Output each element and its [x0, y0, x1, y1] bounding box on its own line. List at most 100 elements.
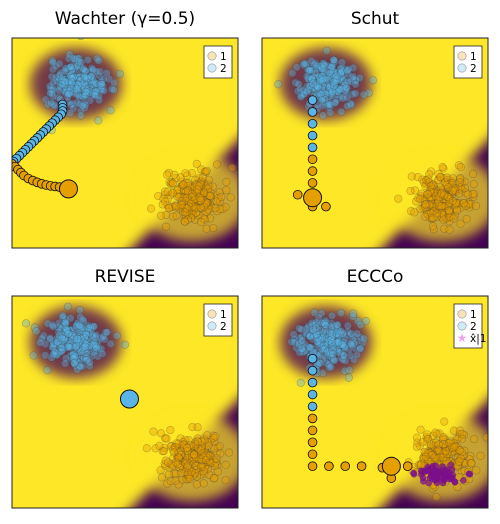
sample-point [450, 446, 459, 455]
sample-point [55, 59, 64, 68]
sample-point [427, 179, 436, 188]
sample-point [194, 190, 203, 199]
sample-point [457, 434, 467, 443]
conditional-sample-point [460, 477, 467, 484]
sample-point [343, 330, 352, 340]
sample-point [444, 183, 453, 192]
sample-point [291, 78, 300, 87]
path-step [324, 461, 334, 471]
sample-point [65, 89, 75, 98]
sample-point [190, 202, 199, 212]
sample-point [186, 441, 195, 450]
sample-point [76, 106, 86, 115]
sample-point [340, 80, 349, 89]
sample-point [444, 206, 454, 215]
sample-point [199, 214, 208, 223]
sample-point [180, 440, 189, 449]
sample-point [445, 225, 454, 234]
sample-point [210, 473, 219, 483]
sample-point [311, 79, 321, 88]
sample-point [191, 452, 200, 461]
sample-point [88, 65, 98, 74]
sample-point [427, 450, 437, 460]
sample-point [105, 74, 114, 84]
conditional-samples [410, 461, 474, 487]
sample-point [53, 341, 62, 350]
sample-point [298, 348, 308, 357]
sample-point [449, 214, 458, 223]
sample-point [71, 361, 80, 370]
sample-point [458, 457, 467, 466]
sample-point [162, 170, 172, 179]
sample-point [165, 463, 174, 472]
sample-point [76, 323, 85, 332]
sample-point [80, 83, 89, 92]
sample-point [456, 454, 465, 463]
sample-point [199, 479, 208, 488]
sample-point [292, 344, 301, 353]
sample-point [296, 92, 306, 102]
sample-point [297, 344, 306, 353]
sample-point [418, 193, 428, 202]
sample-point [445, 444, 455, 453]
sample-point [213, 467, 222, 476]
sample-point [352, 350, 362, 359]
sample-point [429, 448, 438, 457]
sample-point [299, 60, 308, 70]
sample-point [171, 469, 180, 478]
sample-point [446, 178, 455, 188]
sample-point [455, 189, 464, 198]
sample-point [62, 84, 71, 93]
sample-point [197, 437, 206, 446]
sample-point [179, 457, 188, 466]
sample-point [339, 82, 348, 91]
sample-point [450, 186, 459, 195]
sample-point [320, 70, 329, 79]
sample-point [187, 198, 196, 207]
sample-point [184, 180, 193, 189]
sample-point [175, 192, 184, 202]
sample-point [459, 199, 469, 208]
sample-point [436, 191, 445, 201]
sample-point [192, 466, 201, 475]
sample-point [77, 81, 87, 90]
sample-point [188, 197, 198, 206]
sample-point [469, 189, 478, 198]
sample-point [439, 435, 448, 444]
sample-point [61, 77, 70, 86]
sample-point [444, 192, 453, 201]
sample-point [54, 93, 63, 102]
sample-point [78, 346, 87, 356]
sample-point [334, 331, 343, 340]
panel-title: Wachter (γ=0.5) [55, 9, 195, 29]
sample-point [193, 449, 202, 459]
sample-point [187, 456, 196, 465]
sample-point [305, 343, 314, 352]
sample-point [190, 469, 200, 478]
sample-point [94, 91, 103, 100]
sample-point [314, 313, 323, 322]
sample-point [451, 441, 460, 450]
sample-point [191, 452, 201, 462]
sample-point [171, 173, 181, 183]
sample-point [190, 438, 200, 447]
sample-point [198, 456, 207, 465]
sample-point [323, 88, 333, 97]
sample-point [75, 92, 85, 101]
sample-point [435, 192, 444, 202]
counterfactual-point [303, 188, 323, 208]
sample-point [59, 335, 68, 345]
sample-point [72, 351, 81, 360]
sample-point [444, 444, 454, 453]
sample-point [333, 321, 342, 330]
sample-point [423, 209, 432, 219]
sample-point [159, 194, 168, 203]
sample-point [312, 77, 321, 87]
sample-point [183, 189, 192, 198]
sample-point [191, 180, 200, 189]
sample-point [318, 345, 327, 354]
sample-point [46, 85, 55, 94]
sample-point [142, 444, 151, 453]
sample-point [349, 309, 358, 318]
sample-point [64, 78, 73, 87]
